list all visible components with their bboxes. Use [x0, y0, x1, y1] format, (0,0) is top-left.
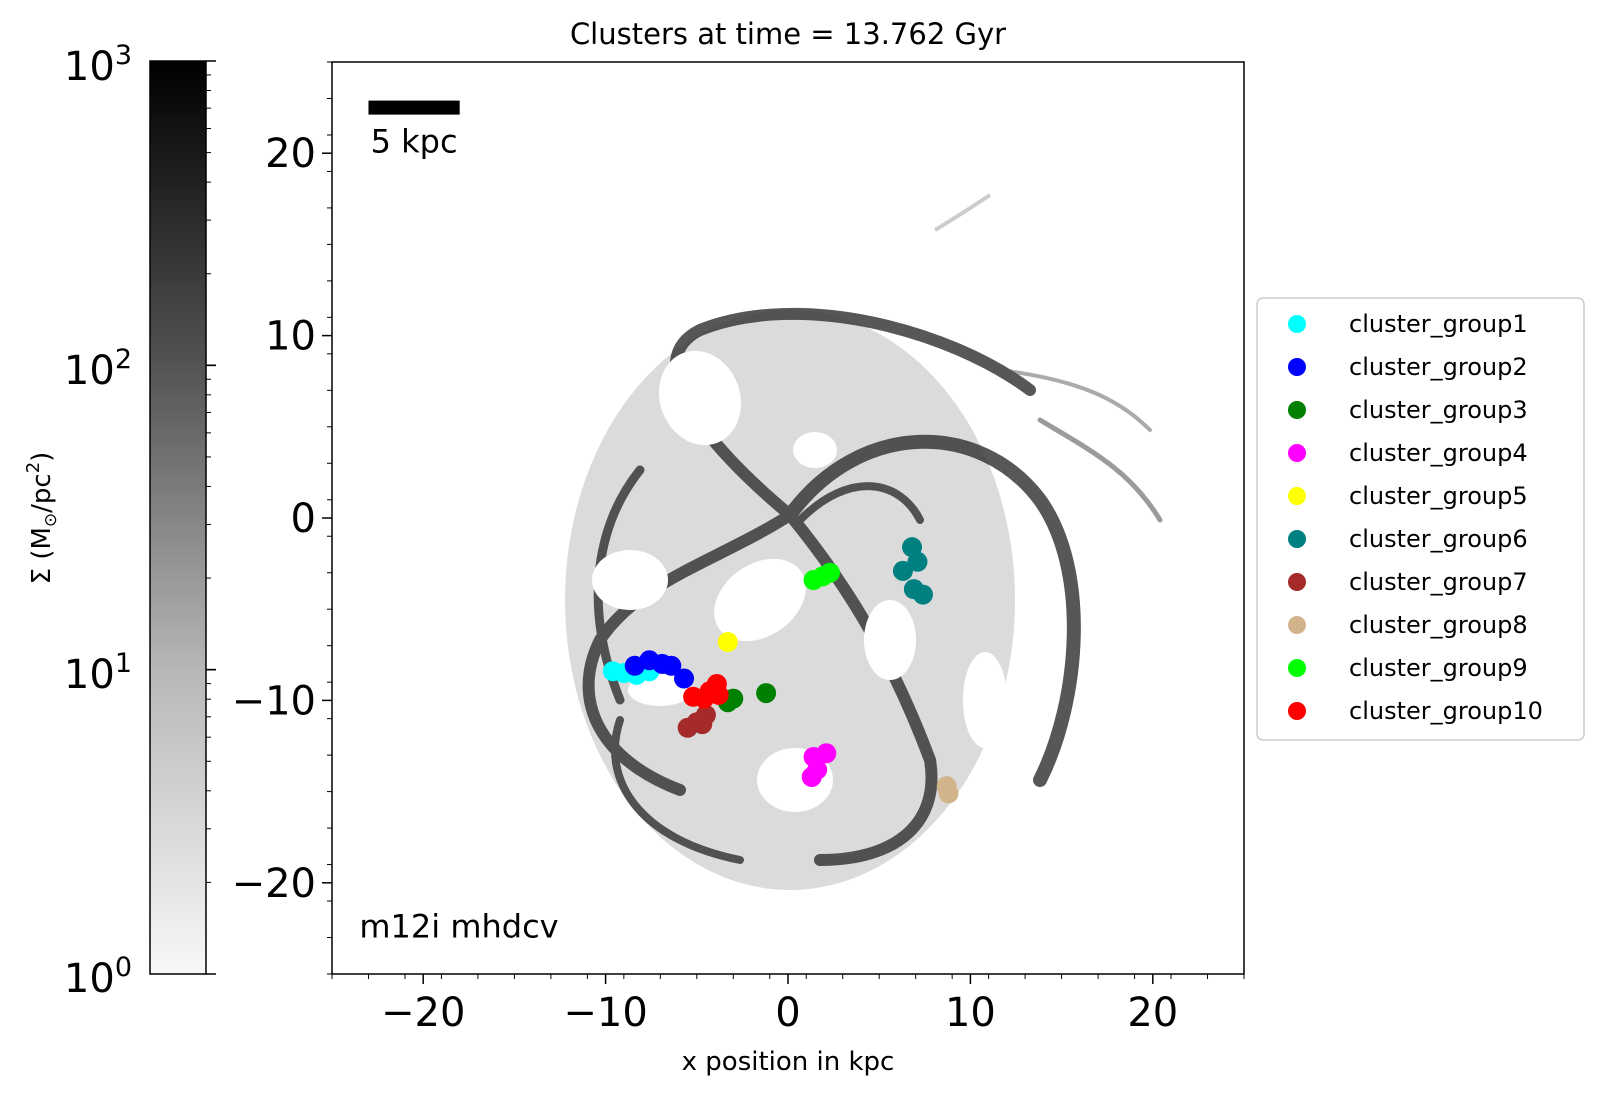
gas-hole	[714, 558, 806, 642]
legend-marker-cluster-group7	[1288, 573, 1306, 591]
x-tick-label: 0	[775, 990, 800, 1036]
legend-marker-cluster-group6	[1288, 530, 1306, 548]
x-axis-label: x position in kpc	[682, 1047, 895, 1077]
legend-marker-cluster-group4	[1288, 444, 1306, 462]
legend-label-cluster-group9: cluster_group9	[1349, 654, 1528, 682]
data-point-cluster-group7	[692, 714, 713, 735]
colorbar-tick-label-1000: 103	[64, 40, 132, 90]
x-tick-label: −20	[381, 990, 465, 1036]
legend-marker-cluster-group5	[1288, 487, 1306, 505]
legend-frame	[1256, 297, 1585, 741]
gas-hole	[592, 550, 668, 610]
legend-marker-cluster-group2	[1288, 358, 1306, 376]
gas-hole	[658, 350, 742, 446]
legend-marker-cluster-group9	[1288, 659, 1306, 677]
data-point-cluster-group2	[661, 655, 682, 676]
data-point-cluster-group8	[938, 783, 959, 804]
legend-label-cluster-group8: cluster_group8	[1349, 611, 1528, 639]
data-point-cluster-group6	[912, 584, 933, 605]
legend-marker-cluster-group10	[1288, 702, 1306, 720]
scatter-points	[602, 537, 959, 804]
colorbar-gradient	[149, 60, 207, 975]
data-point-cluster-group5	[717, 632, 738, 653]
data-point-cluster-group6	[892, 560, 913, 581]
legend-marker-cluster-group8	[1288, 616, 1306, 634]
gas-density-map	[565, 193, 1163, 890]
simulation-label: m12i mhdcv	[359, 908, 558, 946]
axes: −20 −10 0 10 20 20 10 0 −10 −20	[232, 61, 1245, 1036]
legend-label-cluster-group1: cluster_group1	[1349, 310, 1528, 338]
y-tick-label: 20	[265, 131, 316, 177]
scale-bar-label: 5 kpc	[371, 123, 458, 161]
gas-hole	[793, 432, 837, 468]
data-point-cluster-group3	[756, 683, 777, 704]
legend-label-cluster-group5: cluster_group5	[1349, 482, 1528, 510]
gas-hole	[864, 600, 916, 680]
x-tick-label: 10	[945, 990, 996, 1036]
colorbar-tick-label-10: 101	[64, 648, 132, 698]
plot-area: 5 kpc m12i mhdcv −20 −10 0 10 20 20 10 0 −10−20 …	[232, 17, 1245, 1077]
y-tick-label: 0	[291, 496, 316, 542]
colorbar-ticks	[206, 60, 216, 975]
legend: cluster_group1 cluster_group2 cluster_grou…	[1256, 297, 1585, 741]
x-tick-label: 20	[1127, 990, 1178, 1036]
legend-label-cluster-group10: cluster_group10	[1349, 697, 1543, 725]
colorbar: 103 102 101 100 Σ (M⊙/pc2)	[23, 40, 216, 1002]
legend-label-cluster-group7: cluster_group7	[1349, 568, 1528, 596]
data-point-cluster-group4	[801, 767, 822, 788]
y-tick-label: −10	[232, 678, 316, 724]
scale-bar-line	[368, 100, 460, 115]
legend-label-cluster-group3: cluster_group3	[1349, 396, 1528, 424]
colorbar-label: Σ (M⊙/pc2)	[23, 452, 61, 585]
data-point-cluster-group9	[819, 562, 840, 583]
x-tick-label: −10	[563, 990, 647, 1036]
scale-bar: 5 kpc	[368, 100, 460, 161]
legend-marker-cluster-group1	[1288, 315, 1306, 333]
data-point-cluster-group2	[674, 668, 695, 689]
colorbar-tick-label-1: 100	[64, 952, 132, 1002]
tidal-stream	[933, 193, 992, 232]
legend-label-cluster-group2: cluster_group2	[1349, 353, 1528, 381]
legend-marker-cluster-group3	[1288, 401, 1306, 419]
gas-hole	[963, 652, 1007, 748]
chart-title: Clusters at time = 13.762 Gyr	[570, 17, 1006, 51]
y-tick-label: −20	[232, 861, 316, 907]
data-point-cluster-group6	[907, 551, 928, 572]
data-point-cluster-group10	[708, 684, 729, 705]
y-tick-label: 10	[265, 314, 316, 360]
legend-label-cluster-group6: cluster_group6	[1349, 525, 1528, 553]
data-point-cluster-group4	[816, 743, 837, 764]
legend-label-cluster-group4: cluster_group4	[1349, 439, 1528, 467]
colorbar-tick-label-100: 102	[64, 344, 132, 394]
